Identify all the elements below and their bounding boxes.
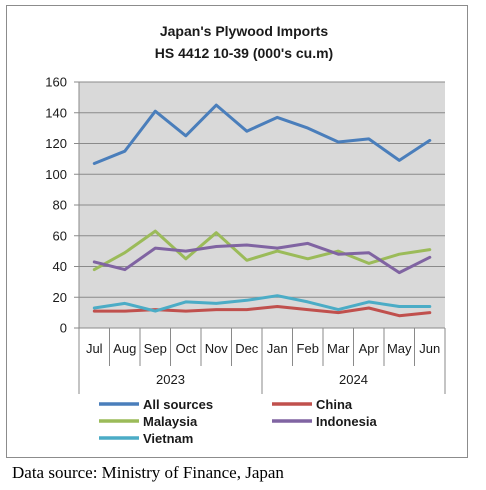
x-tick-label: Nov	[205, 341, 229, 356]
y-tick-label: 120	[45, 136, 67, 151]
x-tick-label: Sep	[144, 341, 167, 356]
x-tick-label: Apr	[359, 341, 380, 356]
chart-title-line-1: Japan's Plywood Imports	[160, 23, 328, 39]
y-tick-label: 100	[45, 167, 67, 182]
y-tick-label: 140	[45, 105, 67, 120]
year-group-label: 2023	[156, 372, 185, 387]
line-chart: Japan's Plywood Imports HS 4412 10-39 (0…	[7, 6, 469, 459]
chart-frame: Japan's Plywood Imports HS 4412 10-39 (0…	[6, 5, 468, 458]
y-tick-label: 0	[60, 321, 67, 336]
legend-label-vietnam: Vietnam	[143, 431, 193, 446]
y-tick-label: 40	[53, 259, 67, 274]
x-tick-label: Jan	[267, 341, 288, 356]
legend-label-malaysia: Malaysia	[143, 414, 198, 429]
y-tick-label: 60	[53, 228, 67, 243]
year-group-label: 2024	[339, 372, 368, 387]
x-tick-label: Aug	[113, 341, 136, 356]
legend-label-all-sources: All sources	[143, 397, 213, 412]
legend-label-indonesia: Indonesia	[316, 414, 377, 429]
x-tick-label: Mar	[327, 341, 350, 356]
x-tick-label: Oct	[176, 341, 197, 356]
x-tick-label: Feb	[297, 341, 319, 356]
legend-label-china: China	[316, 397, 353, 412]
y-tick-label: 80	[53, 198, 67, 213]
y-tick-label: 20	[53, 290, 67, 305]
x-tick-label: Dec	[235, 341, 259, 356]
x-tick-label: Jun	[419, 341, 440, 356]
x-tick-label: Jul	[86, 341, 103, 356]
x-tick-label: May	[387, 341, 412, 356]
data-source-note: Data source: Ministry of Finance, Japan	[12, 463, 284, 483]
chart-title-line-2: HS 4412 10-39 (000's cu.m)	[155, 45, 333, 61]
y-tick-label: 160	[45, 75, 67, 90]
